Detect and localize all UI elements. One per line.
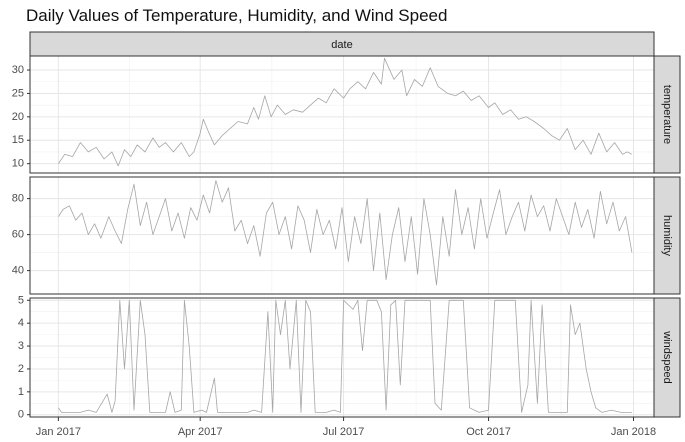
- chart-title: Daily Values of Temperature, Humidity, a…: [26, 6, 448, 25]
- panel-humidity-background: [30, 177, 654, 294]
- panel-temperature-background: [30, 56, 654, 173]
- x-tick-label: Jan 2018: [611, 426, 656, 438]
- x-tick-label: Oct 2017: [466, 426, 511, 438]
- y-tick-label: 80: [12, 193, 24, 205]
- side-strip-label-windspeed: windspeed: [661, 330, 673, 384]
- y-tick-label: 30: [12, 64, 24, 76]
- panel-windspeed-border: [29, 297, 655, 418]
- x-tick-label: Jul 2017: [323, 426, 365, 438]
- y-tick-label: 2: [18, 363, 24, 375]
- side-strip-temperature: [653, 55, 681, 174]
- top-strip-label: date: [331, 39, 352, 51]
- y-tick-label: 3: [18, 340, 24, 352]
- y-tick-label: 40: [12, 265, 24, 277]
- y-tick-label: 5: [18, 294, 24, 306]
- y-tick-label: 4: [18, 317, 24, 329]
- series-line-temperature: [58, 57, 633, 167]
- x-tick-label: Apr 2017: [178, 426, 223, 438]
- series-line-windspeed: [58, 299, 632, 413]
- y-tick-label: 60: [12, 229, 24, 241]
- panel-temperature-border: [29, 55, 655, 174]
- y-tick-label: 0: [18, 409, 24, 421]
- side-strip-label-temperature: temperature: [661, 85, 673, 144]
- top-strip: [29, 31, 655, 57]
- side-strip-label-humidity: humidity: [661, 215, 673, 256]
- y-tick-label: 1: [18, 386, 24, 398]
- side-strip-windspeed: [653, 297, 681, 418]
- y-tick-label: 15: [12, 134, 24, 146]
- y-tick-label: 20: [12, 111, 24, 123]
- y-tick-label: 25: [12, 87, 24, 99]
- y-tick-label: 10: [12, 158, 24, 170]
- series-line-humidity: [58, 180, 633, 286]
- x-tick-label: Jan 2017: [36, 426, 81, 438]
- panel-humidity-border: [29, 176, 655, 295]
